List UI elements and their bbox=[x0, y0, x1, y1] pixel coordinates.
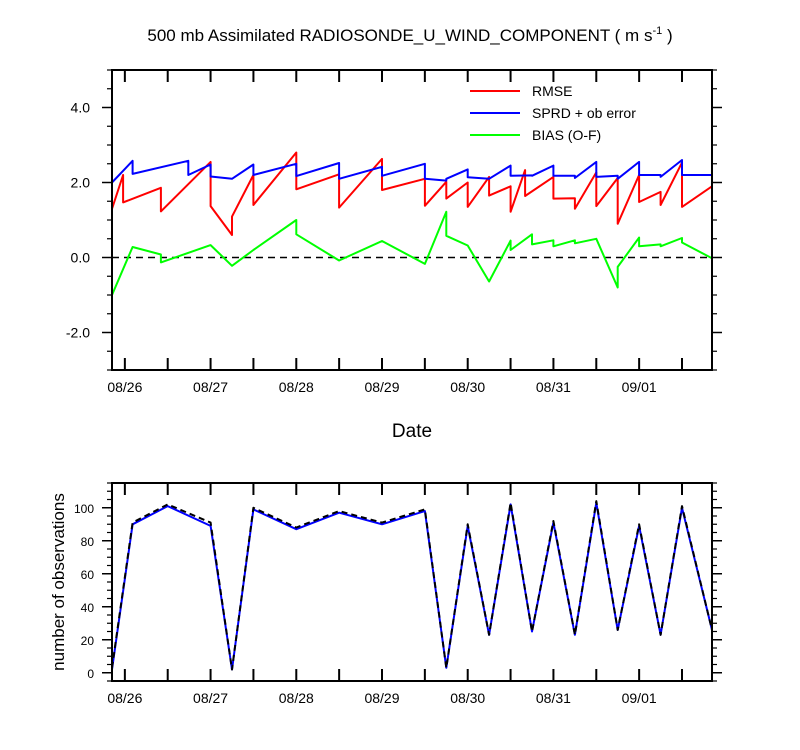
top-chart-title-main: 500 mb Assimilated RADIOSONDE_U_WIND_COM… bbox=[147, 26, 652, 45]
x-tick-label: 08/31 bbox=[536, 379, 571, 395]
x-tick-label: 08/26 bbox=[107, 690, 142, 706]
series-line-0 bbox=[111, 141, 713, 236]
y-tick-label: 4.0 bbox=[71, 100, 91, 116]
legend-label: SPRD + ob error bbox=[532, 105, 636, 121]
y-tick-label: 80 bbox=[81, 535, 95, 549]
top-x-tick-labels: 08/26 08/27 08/28 08/29 08/30 08/31 09/01 bbox=[107, 379, 657, 395]
bottom-x-tick-labels: 08/26 08/27 08/28 08/29 08/30 08/31 09/01 bbox=[107, 690, 657, 706]
series-line-0 bbox=[111, 501, 713, 671]
top-chart-title-superscript: -1 bbox=[652, 25, 662, 37]
x-tick-label: 08/29 bbox=[364, 379, 399, 395]
legend: RMSE SPRD + ob error BIAS (O-F) bbox=[470, 83, 636, 143]
top-chart-title-end: ) bbox=[662, 26, 672, 45]
series-line-1 bbox=[111, 500, 713, 671]
top-x-axis-label: Date bbox=[392, 421, 432, 442]
x-tick-label: 08/27 bbox=[193, 690, 228, 706]
y-tick-label: 100 bbox=[74, 502, 94, 516]
top-panel: 500 mb Assimilated RADIOSONDE_U_WIND_COM… bbox=[66, 25, 722, 442]
y-tick-label: 0.0 bbox=[71, 250, 91, 266]
x-tick-label: 08/31 bbox=[536, 690, 571, 706]
bottom-plot-frame bbox=[111, 482, 713, 682]
bottom-y-axis-label: number of observations bbox=[49, 493, 68, 671]
series-line-1 bbox=[111, 159, 712, 184]
x-tick-label: 09/01 bbox=[622, 690, 657, 706]
x-tick-label: 08/29 bbox=[364, 690, 399, 706]
y-tick-label: 2.0 bbox=[71, 175, 91, 191]
y-tick-label: 40 bbox=[81, 601, 95, 615]
x-tick-label: 09/01 bbox=[622, 379, 657, 395]
bottom-series-layer bbox=[111, 500, 713, 671]
y-tick-label: 60 bbox=[81, 568, 95, 582]
x-tick-label: 08/27 bbox=[193, 379, 228, 395]
x-tick-label: 08/30 bbox=[450, 690, 485, 706]
x-tick-label: 08/26 bbox=[107, 379, 142, 395]
legend-label: RMSE bbox=[532, 83, 572, 99]
top-chart-title: 500 mb Assimilated RADIOSONDE_U_WIND_COM… bbox=[147, 25, 672, 45]
series-line-2 bbox=[111, 210, 713, 344]
y-tick-label: -2.0 bbox=[66, 325, 90, 341]
y-tick-label: 0 bbox=[87, 667, 94, 681]
y-tick-label: 20 bbox=[81, 634, 95, 648]
top-y-tick-labels: -2.0 0.0 2.0 4.0 bbox=[66, 100, 90, 341]
top-plot-frame bbox=[111, 69, 713, 371]
bottom-y-tick-labels: 0 20 40 60 80 100 bbox=[74, 502, 94, 681]
top-grid-ticks bbox=[102, 69, 722, 371]
top-series-layer bbox=[111, 141, 713, 344]
legend-label: BIAS (O-F) bbox=[532, 127, 601, 143]
x-tick-label: 08/28 bbox=[279, 379, 314, 395]
x-tick-label: 08/30 bbox=[450, 379, 485, 395]
x-tick-label: 08/28 bbox=[279, 690, 314, 706]
